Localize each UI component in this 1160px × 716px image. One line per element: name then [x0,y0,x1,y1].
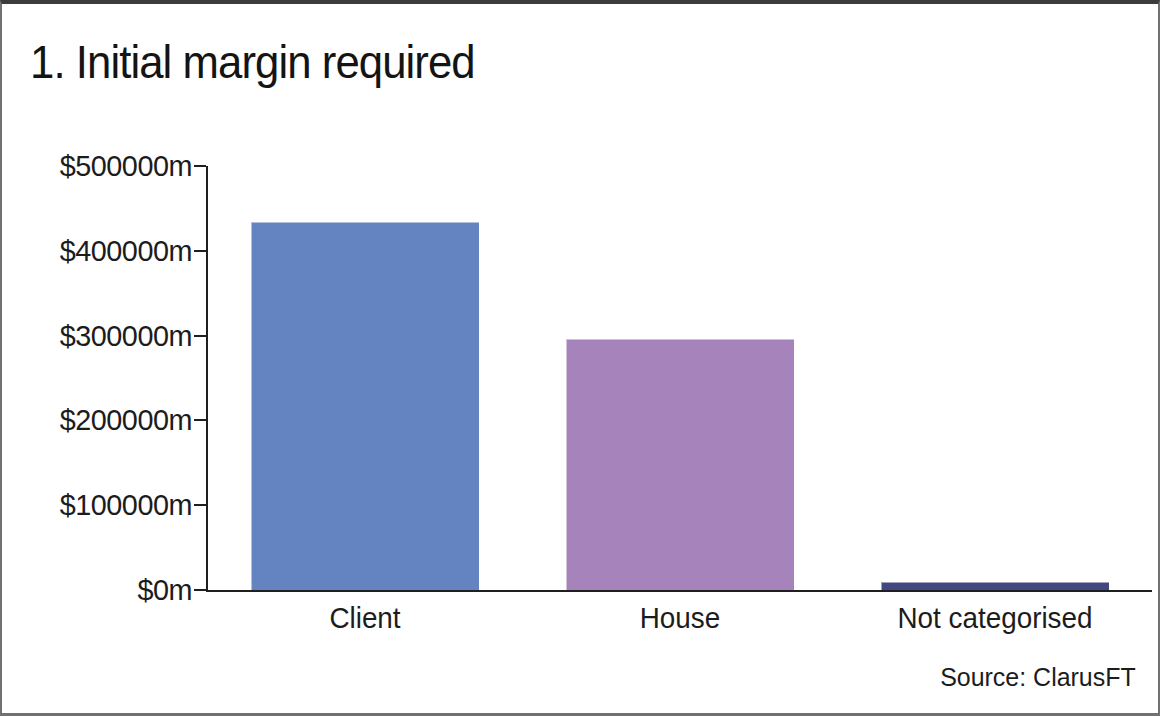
plot-area: $0m $100000m $200000m $300000m $400000m $5000… [2,4,1158,713]
y-axis-tick-label: $400000m [42,234,192,268]
x-axis-label-not-categorised: Not categorised [841,602,1148,635]
y-axis-tick [194,419,206,421]
y-axis-tick-label: $500000m [42,149,192,183]
y-axis-tick-label: $0m [42,573,192,607]
y-axis-tick [194,504,206,506]
bar-not-categorised [881,582,1109,590]
x-axis-label-house: House [526,602,833,635]
y-axis-tick-label: $100000m [42,488,192,522]
chart-card: 1. Initial margin required $0m$100000m$2… [0,0,1160,716]
y-axis-tick [194,250,206,252]
source-note: Source: ClarusFT [940,662,1136,693]
bar-client [251,222,479,590]
bar-house [566,339,794,590]
y-axis-tick-label: $200000m [42,403,192,437]
x-axis-line [206,590,1152,592]
y-axis-tick [194,165,206,167]
y-axis-line [206,166,208,592]
y-axis-tick [194,335,206,337]
y-axis-tick-label: $300000m [42,319,192,353]
y-axis-tick [194,589,206,591]
x-axis-label-client: Client [211,602,518,635]
